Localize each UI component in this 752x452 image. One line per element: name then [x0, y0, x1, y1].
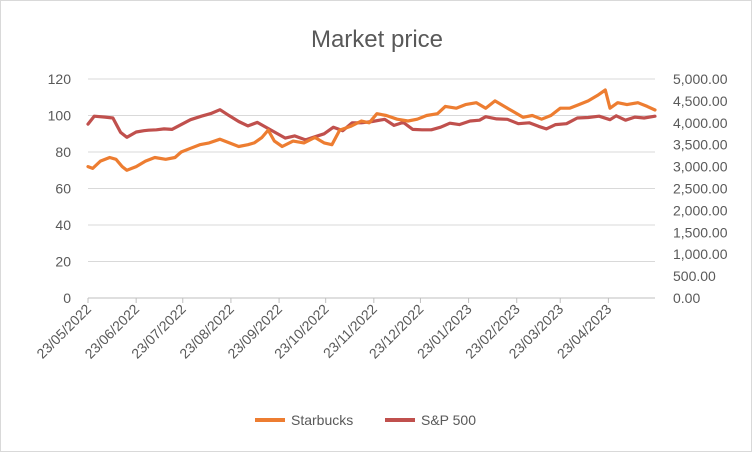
y-right-tick-label: 500.00 [673, 268, 716, 284]
y-right-tick-label: 4,500.00 [673, 93, 728, 109]
y-right-tick-label: 4,000.00 [673, 115, 728, 131]
legend-label: S&P 500 [421, 412, 476, 428]
y-right-tick-label: 2,000.00 [673, 202, 728, 218]
legend-label: Starbucks [291, 412, 353, 428]
chart-title: Market price [311, 26, 443, 53]
y-left-tick-label: 100 [48, 108, 72, 124]
series-line-s-p-500 [86, 108, 657, 142]
y-left-tick-label: 120 [48, 71, 72, 87]
y-right-tick-label: 1,500.00 [673, 224, 728, 240]
y-right-tick-label: 0.00 [673, 290, 700, 306]
y-right-tick-label: 3,000.00 [673, 159, 728, 175]
y-left-tick-label: 60 [55, 181, 71, 197]
legend: Starbucks S&P 500 [255, 412, 476, 428]
y-right-tick-label: 5,000.00 [673, 71, 728, 87]
y-right-tick-label: 1,000.00 [673, 246, 728, 262]
y-left-tick-label: 20 [55, 254, 71, 270]
y-axis-right: 0.00 500.00 1,000.00 1,500.00 2,000.00 2,500.… [673, 71, 728, 306]
y-axis-left: 0 20 40 60 80 100 120 [48, 71, 72, 306]
y-left-tick-label: 40 [55, 217, 71, 233]
y-left-tick-label: 0 [63, 290, 71, 306]
y-right-tick-label: 3,500.00 [673, 137, 728, 153]
x-axis: 23/05/202223/06/202223/07/202223/08/2022… [33, 297, 655, 362]
y-left-tick-label: 80 [55, 144, 71, 160]
series-line-starbucks [86, 88, 657, 172]
series-group [86, 88, 657, 172]
y-right-tick-label: 2,500.00 [673, 181, 728, 197]
